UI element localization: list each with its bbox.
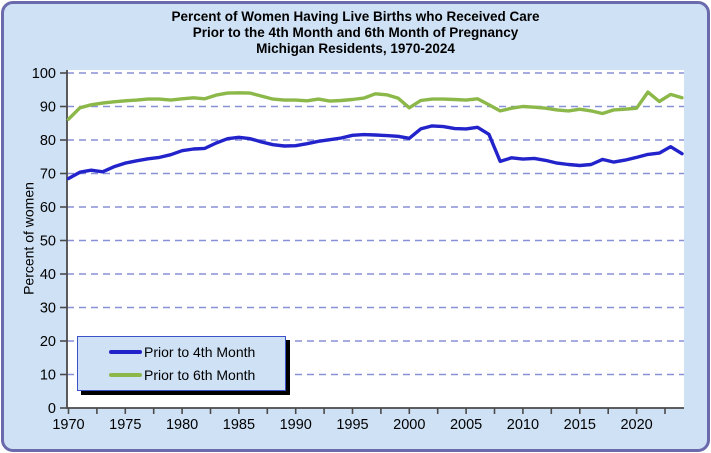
line-swatch-prior-4th-month (109, 350, 142, 354)
chart-title: Percent of Women Having Live Births who … (0, 9, 711, 57)
svg-text:1990: 1990 (280, 417, 312, 433)
legend-label: Prior to 6th Month (144, 367, 256, 383)
svg-text:2000: 2000 (393, 417, 425, 433)
svg-text:70: 70 (40, 167, 56, 183)
svg-text:2005: 2005 (450, 417, 482, 433)
chart-title-line-3: Michigan Residents, 1970-2024 (256, 41, 455, 56)
svg-text:20: 20 (40, 334, 56, 350)
svg-text:1970: 1970 (52, 417, 84, 433)
svg-text:2015: 2015 (564, 417, 596, 433)
svg-text:2010: 2010 (507, 417, 539, 433)
chart-title-line-2: Prior to the 4th Month and 6th Month of … (192, 25, 519, 40)
svg-text:0: 0 (48, 401, 56, 417)
chart-title-line-1: Percent of Women Having Live Births who … (171, 9, 540, 24)
svg-text:1995: 1995 (336, 417, 368, 433)
svg-text:1985: 1985 (223, 417, 255, 433)
legend-label: Prior to 4th Month (144, 344, 256, 360)
legend-entry-prior-4th-month: Prior to 4th Month (109, 344, 285, 360)
line-swatch-prior-6th-month (109, 373, 142, 377)
y-axis-title: Percent of women (20, 182, 37, 295)
svg-text:40: 40 (40, 267, 56, 283)
svg-text:50: 50 (40, 234, 56, 250)
svg-text:30: 30 (40, 301, 56, 317)
legend-box: Prior to 4th Month Prior to 6th Month (77, 336, 286, 391)
svg-text:1975: 1975 (109, 417, 141, 433)
svg-text:100: 100 (32, 66, 56, 82)
svg-text:1980: 1980 (166, 417, 198, 433)
svg-text:60: 60 (40, 200, 56, 216)
svg-text:10: 10 (40, 368, 56, 384)
svg-text:80: 80 (40, 133, 56, 149)
svg-text:2020: 2020 (620, 417, 652, 433)
legend-entry-prior-6th-month: Prior to 6th Month (109, 367, 285, 383)
svg-text:90: 90 (40, 100, 56, 116)
